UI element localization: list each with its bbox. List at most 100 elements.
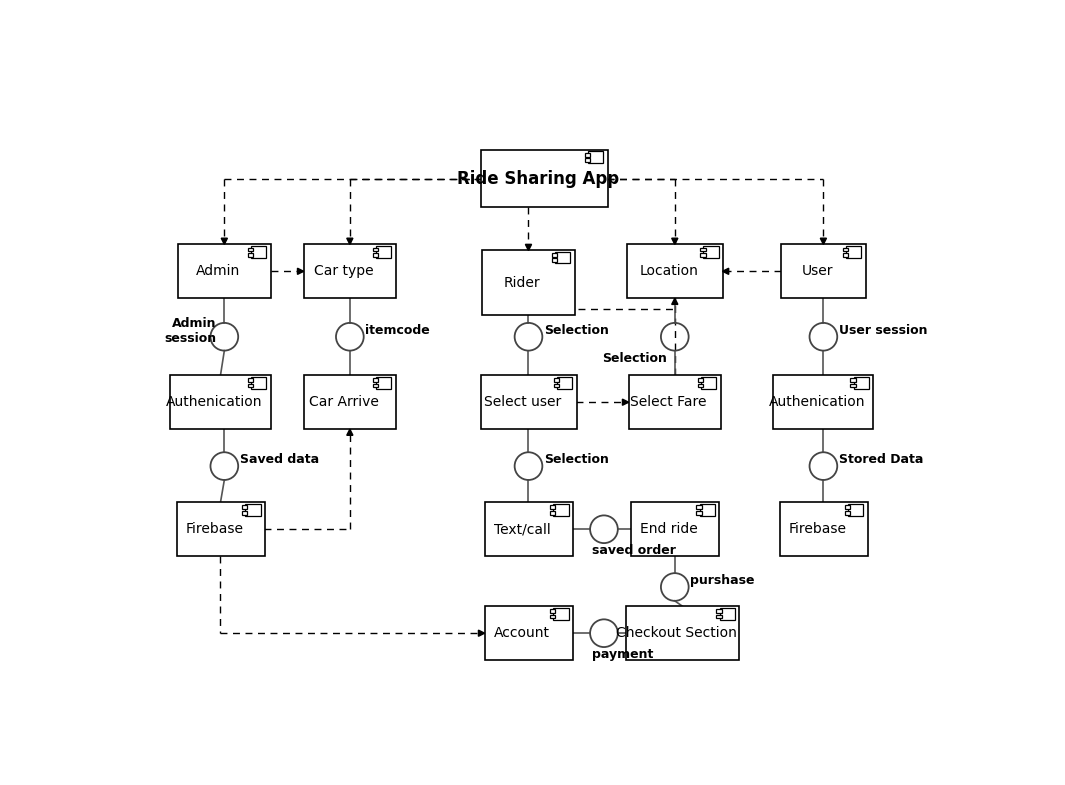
Text: Authenication: Authenication: [166, 395, 263, 409]
Bar: [554, 608, 569, 620]
Bar: [554, 378, 559, 382]
Bar: [780, 502, 868, 557]
Text: Stored Data: Stored Data: [839, 454, 923, 466]
Text: User session: User session: [839, 324, 928, 337]
Bar: [485, 606, 573, 660]
Polygon shape: [222, 238, 228, 244]
Bar: [554, 504, 569, 516]
Text: Selection: Selection: [602, 352, 667, 365]
Bar: [242, 511, 247, 514]
Text: Rider: Rider: [504, 276, 541, 290]
Bar: [630, 502, 720, 557]
Bar: [853, 377, 869, 389]
Text: Firebase: Firebase: [788, 522, 847, 536]
Bar: [304, 244, 396, 298]
Bar: [846, 246, 862, 258]
Bar: [480, 150, 608, 207]
Bar: [551, 609, 555, 613]
Polygon shape: [347, 429, 353, 436]
Polygon shape: [297, 268, 304, 275]
Text: payment: payment: [592, 648, 654, 661]
Bar: [551, 506, 555, 509]
Bar: [551, 511, 555, 514]
Text: End ride: End ride: [640, 522, 698, 536]
Bar: [625, 606, 739, 660]
Bar: [376, 246, 392, 258]
Polygon shape: [347, 238, 353, 244]
Bar: [851, 378, 855, 382]
Bar: [552, 258, 557, 262]
Polygon shape: [672, 298, 677, 305]
Bar: [170, 375, 271, 429]
Bar: [373, 384, 378, 388]
Bar: [698, 378, 703, 382]
Bar: [485, 502, 573, 557]
Bar: [373, 378, 378, 382]
Text: purshase: purshase: [690, 575, 755, 587]
Bar: [554, 384, 559, 388]
Bar: [376, 377, 392, 389]
Bar: [701, 377, 717, 389]
Text: Ride Sharing App: Ride Sharing App: [457, 170, 619, 188]
Text: saved order: saved order: [592, 544, 676, 557]
Bar: [845, 511, 850, 514]
Bar: [250, 377, 266, 389]
Text: Car type: Car type: [314, 265, 374, 279]
Bar: [628, 375, 721, 429]
Bar: [697, 511, 702, 514]
Bar: [717, 609, 722, 613]
Bar: [588, 152, 603, 163]
Bar: [482, 250, 575, 316]
Bar: [585, 158, 590, 162]
Bar: [848, 504, 864, 516]
Text: Selection: Selection: [544, 454, 609, 466]
Polygon shape: [478, 630, 485, 637]
Bar: [247, 253, 252, 257]
Bar: [557, 377, 572, 389]
Bar: [842, 253, 848, 257]
Bar: [700, 504, 715, 516]
Bar: [250, 246, 266, 258]
Text: User: User: [802, 265, 833, 279]
Bar: [480, 375, 577, 429]
Text: Location: Location: [639, 265, 698, 279]
Polygon shape: [820, 238, 826, 244]
Text: Account: Account: [494, 626, 551, 641]
Bar: [242, 506, 247, 509]
Text: itemcode: itemcode: [365, 324, 430, 337]
Text: Selection: Selection: [544, 324, 609, 337]
Bar: [247, 384, 252, 388]
Bar: [845, 506, 850, 509]
Bar: [697, 506, 702, 509]
Text: Admin: Admin: [196, 265, 241, 279]
Bar: [703, 246, 719, 258]
Bar: [178, 244, 271, 298]
Text: Authenication: Authenication: [769, 395, 866, 409]
Text: Firebase: Firebase: [185, 522, 243, 536]
Bar: [552, 253, 557, 257]
Bar: [585, 153, 590, 157]
Bar: [247, 378, 252, 382]
Bar: [717, 615, 722, 619]
Bar: [701, 247, 705, 251]
Bar: [773, 375, 873, 429]
Bar: [627, 244, 723, 298]
Text: Text/call: Text/call: [494, 522, 551, 536]
Text: Saved data: Saved data: [240, 454, 318, 466]
Text: Select Fare: Select Fare: [630, 395, 707, 409]
Bar: [701, 253, 705, 257]
Polygon shape: [525, 244, 531, 250]
Bar: [720, 608, 735, 620]
Bar: [781, 244, 866, 298]
Bar: [851, 384, 855, 388]
Bar: [177, 502, 265, 557]
Bar: [245, 504, 261, 516]
Bar: [373, 247, 378, 251]
Text: Select user: Select user: [484, 395, 561, 409]
Bar: [373, 253, 378, 257]
Polygon shape: [672, 238, 677, 244]
Text: Checkout Section: Checkout Section: [616, 626, 737, 641]
Polygon shape: [722, 268, 728, 275]
Bar: [555, 251, 570, 263]
Text: Admin
session: Admin session: [164, 316, 216, 345]
